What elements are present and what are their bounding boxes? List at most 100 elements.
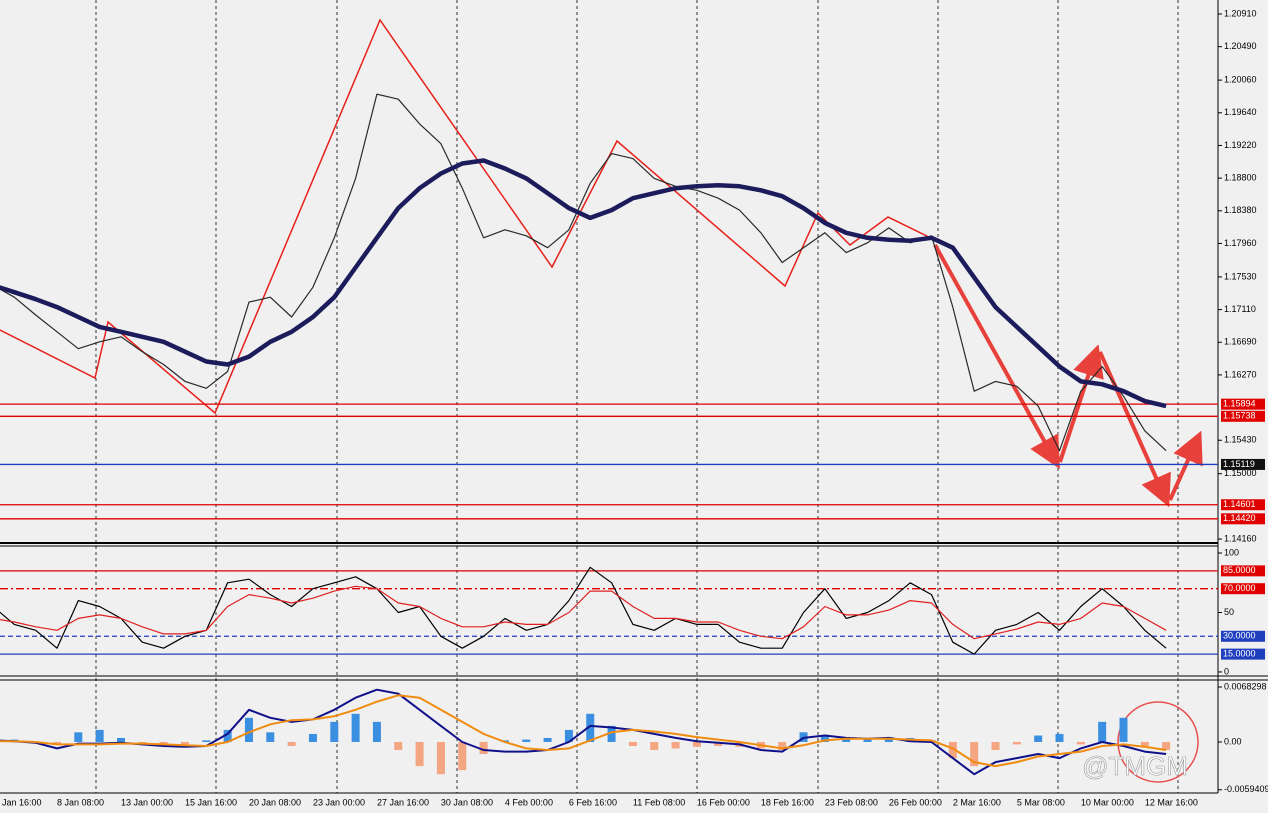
- x-tick-label: 6 Feb 16:00: [569, 797, 617, 807]
- series-line: [0, 93, 1167, 452]
- histogram-bar: [180, 741, 189, 745]
- histogram-bar: [479, 741, 488, 755]
- level-label-box: [1221, 499, 1265, 511]
- level-label-box: [1221, 583, 1265, 595]
- histogram-bar: [970, 741, 979, 767]
- histogram-bar: [74, 732, 83, 742]
- histogram-bar: [671, 741, 680, 749]
- plots: Jan 16:00 8 Jan 08:00 13 Jan 00:00 15 Jan 1…: [0, 8, 1268, 807]
- level-label-box: [1221, 513, 1265, 525]
- level-label: 1.15119: [1223, 459, 1255, 469]
- x-tick-label: 11 Feb 08:00: [633, 797, 685, 807]
- y-tick-label: 1.17110: [1224, 304, 1256, 314]
- histogram-bar: [116, 737, 125, 742]
- x-tick-label: 26 Feb 00:00: [889, 797, 942, 807]
- histogram-bar: [586, 713, 595, 742]
- histogram-bar: [1055, 733, 1064, 742]
- y-tick-label: 0: [1224, 666, 1229, 676]
- x-tick-label: 18 Feb 16:00: [761, 797, 814, 807]
- level-label: 1.14601: [1223, 499, 1256, 509]
- histogram-bar: [394, 741, 403, 751]
- histogram-bar: [202, 740, 211, 742]
- y-tick-label: 1.20060: [1224, 74, 1257, 84]
- y-tick-label: 0.00: [1224, 736, 1242, 746]
- y-tick-label: 100: [1224, 547, 1239, 557]
- y-tick-label: 0.0068298: [1224, 681, 1267, 691]
- histogram-bar: [1034, 735, 1043, 742]
- level-label-box: [1221, 648, 1265, 660]
- histogram-bar: [1140, 741, 1149, 746]
- histogram-bar: [991, 741, 1000, 751]
- histogram-bar: [714, 741, 723, 746]
- histogram-bar: [522, 739, 531, 742]
- x-tick-label: 30 Jan 08:00: [441, 797, 493, 807]
- y-tick-label: 1.15430: [1224, 435, 1257, 445]
- series-line: [0, 688, 1167, 776]
- x-tick-label: 2 Mar 16:00: [953, 797, 1001, 807]
- level-label-box: [1221, 630, 1265, 642]
- level-label: 30.0000: [1223, 631, 1256, 641]
- histogram-bar: [223, 729, 232, 742]
- x-tick-label: 27 Jan 16:00: [377, 797, 429, 807]
- histogram-bar: [415, 741, 424, 767]
- level-label: 1.15738: [1223, 411, 1256, 421]
- y-tick-label: 1.14160: [1224, 533, 1257, 543]
- series-line: [0, 158, 1167, 409]
- y-tick-label: 1.16270: [1224, 369, 1257, 379]
- zigzag: [0, 18, 936, 415]
- histogram-bar: [372, 721, 381, 742]
- watermark: @TMGM: [1082, 751, 1188, 781]
- level-label: 70.0000: [1223, 583, 1256, 593]
- level-label: 85.0000: [1223, 565, 1256, 575]
- histogram-bar: [1119, 717, 1128, 742]
- histogram-bar: [650, 741, 659, 751]
- y-tick-label: 1.15000: [1224, 468, 1257, 478]
- time-grid: [95, 0, 1179, 793]
- x-tick-label: 20 Jan 08:00: [249, 797, 301, 807]
- histogram-bar: [52, 741, 61, 745]
- histogram-bar: [308, 733, 317, 742]
- level-label: 1.15894: [1223, 399, 1256, 409]
- series-line: [0, 566, 1167, 655]
- y-tick-label: 1.16690: [1224, 337, 1257, 347]
- histogram-bar: [351, 713, 360, 742]
- histogram-bar: [436, 741, 445, 775]
- histogram-bar: [543, 737, 552, 742]
- x-tick-label: 12 Mar 16:00: [1145, 797, 1198, 807]
- level-label: 15.0000: [1223, 648, 1256, 658]
- highlight-circle: [1117, 701, 1199, 783]
- x-tick-label: 4 Feb 00:00: [505, 797, 553, 807]
- level-label: 1.14420: [1223, 513, 1256, 523]
- level-label-box: [1221, 458, 1265, 470]
- series-line: [0, 585, 1167, 640]
- x-tick-label: 13 Jan 00:00: [121, 797, 173, 807]
- histogram-bar: [607, 725, 616, 742]
- level-label-box: [1221, 398, 1265, 410]
- histogram-bar: [948, 741, 957, 759]
- y-tick-label: 50: [1224, 607, 1234, 617]
- y-tick-label: -0.0059409: [1224, 784, 1268, 794]
- x-tick-label: 16 Feb 00:00: [697, 797, 750, 807]
- histogram-bar: [1162, 741, 1171, 751]
- histogram-bar: [287, 741, 296, 746]
- y-tick-label: 1.18380: [1224, 205, 1257, 215]
- histogram-bar: [1098, 721, 1107, 742]
- histogram-bar: [244, 717, 253, 742]
- histogram-bar: [842, 737, 851, 742]
- panel-borders: [0, 0, 1268, 794]
- y-tick-label: 1.19640: [1224, 107, 1257, 117]
- histogram-bar: [564, 729, 573, 742]
- x-tick-label: 5 Mar 08:00: [1017, 797, 1065, 807]
- level-label-box: [1221, 565, 1265, 577]
- x-tick-label: 15 Jan 16:00: [185, 797, 237, 807]
- y-tick-label: 1.20910: [1224, 8, 1257, 18]
- histogram-bar: [95, 729, 104, 742]
- y-tick-label: 1.20490: [1224, 41, 1257, 51]
- level-label-box: [1221, 410, 1265, 422]
- y-tick-label: 1.18800: [1224, 172, 1257, 182]
- histogram-bar: [820, 735, 829, 742]
- x-tick-label: 23 Feb 08:00: [825, 797, 878, 807]
- histogram-bar: [628, 741, 637, 746]
- y-tick-label: 1.19220: [1224, 140, 1257, 150]
